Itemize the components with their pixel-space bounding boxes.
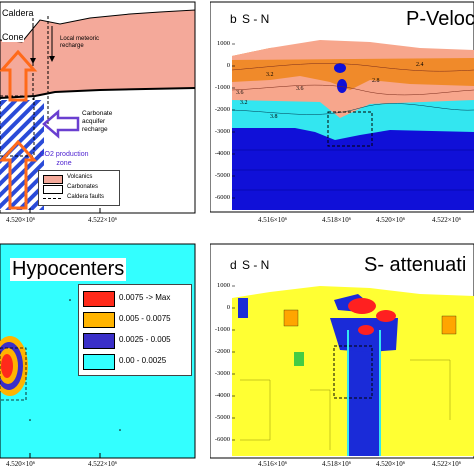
panel-b-ytick: -6000	[214, 194, 230, 201]
panel-d-xtick: 4.520×10⁶	[376, 460, 406, 468]
panel-b-ytick: -4000	[214, 150, 230, 157]
legend-label-max: 0.0075 -> Max	[119, 293, 171, 302]
legend-label-volcanics: Volcanics	[67, 174, 93, 180]
panel-d: d S - N S- attenuati 1000 0 -1000 -2000 …	[210, 240, 474, 474]
upflow-arrow-top	[0, 49, 38, 102]
cone-label: Cone	[2, 32, 24, 42]
panel-b-xtick: 4.520×10⁶	[376, 216, 406, 224]
legend-swatch-max	[83, 291, 115, 307]
panel-d-ytick: -1000	[214, 326, 230, 333]
legend-swatch-low	[83, 354, 115, 370]
legend-label-low: 0.00 - 0.0025	[119, 356, 167, 365]
local-recharge-label: Local meteoric recharge	[60, 36, 100, 49]
s-attenuation-section	[210, 243, 474, 459]
panel-d-ytick: -5000	[214, 414, 230, 421]
panel-c-xtick-2: 4.522×10⁶	[88, 460, 118, 468]
legend-swatch-mid	[83, 333, 115, 349]
panel-d-xtick: 4.516×10⁶	[258, 460, 288, 468]
carbonate-recharge-label: Carbonate acquifer recharge	[82, 110, 113, 133]
panel-c-xtick-1: 4.520×10⁶	[6, 460, 36, 468]
panel-b-ytick: -1000	[214, 84, 230, 91]
panel-b-letter: b	[230, 12, 237, 26]
p-velocity-highlight-box	[327, 111, 373, 147]
panel-a-xtick-2: 4.522×10⁶	[88, 216, 118, 224]
legend-label-caldera-faults: Caldera faults	[67, 194, 105, 200]
panel-b-xtick: 4.516×10⁶	[258, 216, 288, 224]
contour-label-4: 2.4	[416, 62, 424, 68]
panel-d-ytick: 0	[226, 304, 230, 311]
contour-label-1: 3.2	[266, 72, 274, 78]
legend-label-mid: 0.0025 - 0.005	[119, 335, 171, 344]
panel-a-legend: Volcanics Carbonates Caldera faults	[38, 170, 120, 206]
panel-b-xtick: 4.518×10⁶	[322, 216, 352, 224]
legend-swatch-volcanics	[43, 175, 63, 184]
panel-d-ytick: -3000	[214, 370, 230, 377]
panel-c-title: Hypocenters	[10, 258, 127, 281]
caldera-label: Caldera	[2, 8, 34, 18]
panel-a-schematic	[0, 1, 196, 214]
contour-label-5: 3.8	[270, 114, 278, 120]
panel-d-ytick: -2000	[214, 348, 230, 355]
panel-d-ytick: -6000	[214, 436, 230, 443]
panel-b-xtick: 4.522×10⁶	[432, 216, 462, 224]
panel-b-direction: S - N	[242, 12, 270, 26]
co2-zone-label: CO2 production zone	[39, 151, 89, 167]
panel-d-letter: d	[230, 258, 237, 272]
legend-label-carbonates: Carbonates	[67, 184, 99, 190]
upflow-arrow-bottom	[0, 139, 38, 210]
panel-d-xtick: 4.518×10⁶	[322, 460, 352, 468]
panel-b-ytick: 0	[226, 62, 230, 69]
panel-b: b S - N P-Velocit 3.2 3.6 2.8 2.4 3.8 3.…	[210, 0, 474, 236]
legend-swatch-caldera-faults	[43, 198, 61, 199]
legend-swatch-high	[83, 312, 115, 328]
panel-b-title: P-Velocit	[406, 8, 474, 30]
panel-c: Hypocenters 0.0075 -> Max 0.005 - 0.0075…	[0, 240, 200, 474]
legend-swatch-carbonates	[43, 185, 63, 194]
panel-d-xtick: 4.522×10⁶	[432, 460, 462, 468]
legend-label-high: 0.005 - 0.0075	[119, 314, 171, 323]
panel-a: Caldera Cone Local meteoric recharge Car…	[0, 0, 200, 236]
contour-label-2: 3.6	[296, 86, 304, 92]
panel-d-ytick: 1000	[217, 282, 230, 289]
panel-a-xtick-1: 4.520×10⁶	[6, 216, 36, 224]
panel-d-ytick: -4000	[214, 392, 230, 399]
contour-label-3: 2.8	[372, 78, 380, 84]
panel-d-direction: S - N	[242, 258, 270, 272]
panel-b-ytick: 1000	[217, 40, 230, 47]
panel-b-ytick: -3000	[214, 128, 230, 135]
p-velocity-section	[210, 1, 474, 213]
panel-b-ytick: -2000	[214, 106, 230, 113]
panel-b-ytick: -5000	[214, 172, 230, 179]
contour-label-6: 3.2	[240, 100, 248, 106]
carbonate-recharge-arrow	[42, 109, 80, 139]
panel-d-title: S- attenuati	[364, 254, 467, 276]
contour-label-7: 3.6	[236, 90, 244, 96]
panel-c-legend: 0.0075 -> Max 0.005 - 0.0075 0.0025 - 0.…	[78, 284, 192, 376]
